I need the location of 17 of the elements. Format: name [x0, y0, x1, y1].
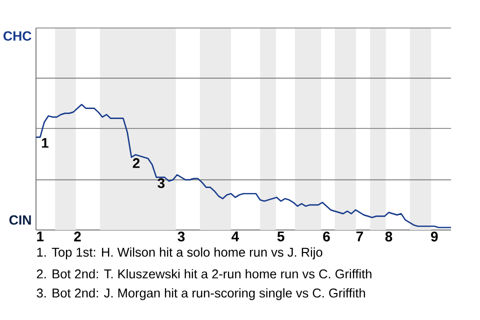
text: 3. Bot 2nd: J. Morgan hit a run-scoring single vs C. Griffith: [36, 288, 365, 300]
text: CIN: [9, 215, 31, 225]
x-tick-label: 3: [178, 232, 185, 242]
x-tick-label: 5: [277, 232, 284, 242]
x-tick-label: 6: [323, 232, 330, 242]
x-tick-label: 8: [385, 232, 392, 242]
x-tick-label: 9: [431, 232, 438, 242]
text: 1. Top 1st: H. Wilson hit a solo home run vs J. Rijo: [37, 247, 322, 260]
annotation: 2: [132, 158, 140, 168]
annotation: 1: [42, 138, 48, 148]
x-tick-label: 1: [37, 232, 44, 242]
x-tick-label: 4: [232, 232, 239, 242]
text: 2. Bot 2nd: T. Kluszewski hit a 2-run home run vs C. Griffith: [36, 269, 372, 278]
x-tick-label: 7: [356, 232, 363, 242]
text: CHC: [3, 31, 32, 41]
annotation: 3: [158, 178, 165, 188]
x-tick-label: 2: [74, 232, 81, 242]
